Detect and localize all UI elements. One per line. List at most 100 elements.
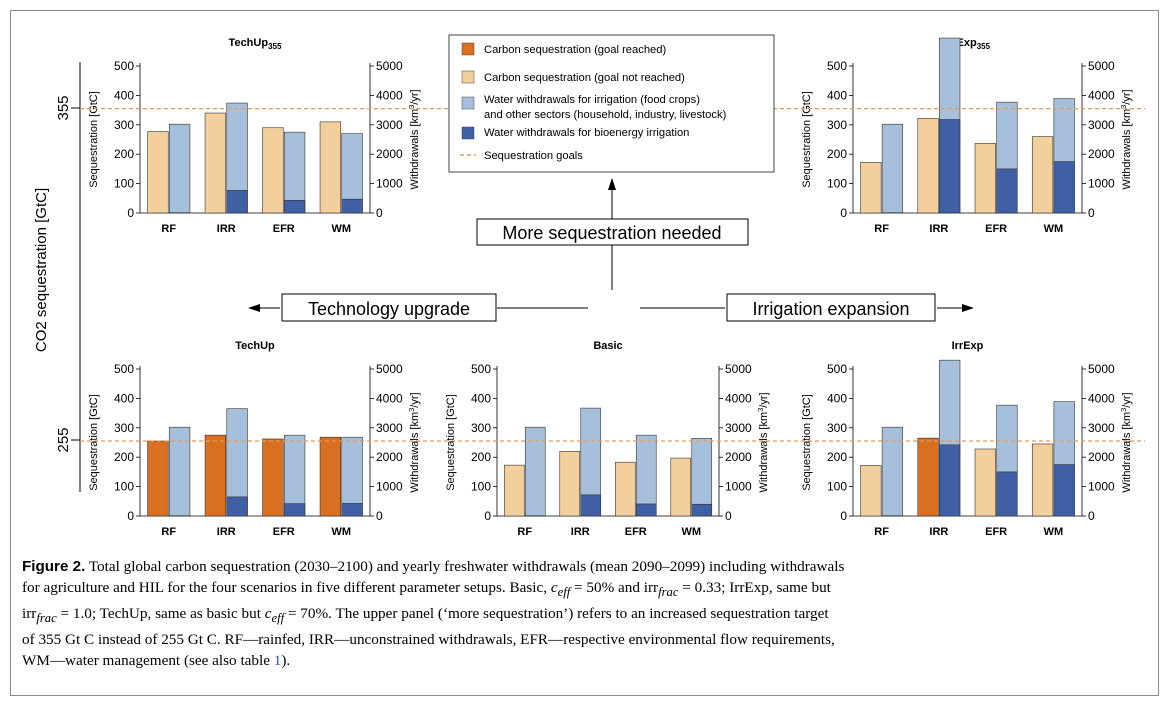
sequestration-bar	[503, 464, 525, 517]
sequestration-bar	[974, 448, 996, 517]
legend-label-goal-not-reached: Carbon sequestration (goal not reached)	[484, 72, 685, 84]
bioenergy-bar	[996, 471, 1018, 517]
right-tick-label: 4000	[1088, 88, 1115, 102]
sequestration-bar	[319, 436, 342, 517]
left-tick-label: 0	[127, 206, 134, 220]
right-tick-label: 5000	[376, 59, 403, 73]
right-tick-label: 4000	[376, 88, 403, 102]
left-tick-label: 100	[827, 480, 847, 494]
right-tick-label: 0	[376, 509, 383, 523]
category-label: EFR	[985, 223, 1007, 235]
right-tick-label: 5000	[1088, 362, 1115, 376]
panel-title: TechUp	[235, 340, 275, 352]
left-tick-label: 500	[114, 362, 134, 376]
caption-line-3b: = 1.0; TechUp, same as basic but	[56, 605, 265, 623]
legend-label-goal-line: Sequestration goals	[484, 150, 583, 162]
sequestration-bar	[860, 162, 882, 214]
left-tick-label: 400	[114, 88, 134, 102]
category-label: EFR	[273, 223, 295, 235]
right-tick-label: 4000	[725, 391, 752, 405]
panel-1: IrrExp3550100200300400500010002000300040…	[801, 37, 1133, 235]
caption-line-5b: ).	[281, 652, 291, 670]
panel-title: IrrExp	[952, 340, 984, 352]
caption-line-2c: = 0.33; IrrExp, same but	[678, 579, 831, 596]
category-label: EFR	[985, 526, 1007, 538]
right-tick-label: 0	[1088, 509, 1095, 523]
bioenergy-bar	[283, 200, 306, 214]
sequestration-bar	[1031, 136, 1054, 214]
caption-ceff-2: ceff	[264, 605, 285, 626]
sequestration-bar	[147, 131, 169, 214]
caption-table-link[interactable]: 1	[273, 652, 282, 670]
right-tick-label: 3000	[376, 118, 403, 132]
caption-ceff: ceff	[550, 579, 571, 600]
row-axis: 355 255 CO2 sequestration [GtC]	[33, 62, 81, 492]
right-tick-label: 3000	[1088, 421, 1115, 435]
left-tick-label: 500	[827, 362, 847, 376]
left-tick-label: 200	[114, 450, 134, 464]
left-tick-label: 0	[840, 509, 847, 523]
category-label: EFR	[625, 526, 647, 538]
right-tick-label: 4000	[1088, 391, 1115, 405]
legend-swatch-goal-not-reached	[461, 70, 475, 84]
row-axis-label: CO2 sequestration [GtC]	[33, 188, 50, 352]
category-label: WM	[1044, 526, 1064, 538]
panels: TechUp3550100200300400500010002000300040…	[80, 37, 1145, 538]
caption-line-5a: WM—water management (see also table	[22, 652, 274, 670]
left-tick-label: 100	[114, 177, 134, 191]
category-label: RF	[161, 223, 176, 235]
irrigation-expansion-label: Irrigation expansion	[752, 299, 909, 319]
legend-label-water: Water withdrawals for irrigation (food c…	[484, 94, 700, 106]
right-tick-label: 1000	[376, 480, 403, 494]
bioenergy-bar	[580, 494, 602, 517]
legend-label-goal-reached: Carbon sequestration (goal reached)	[484, 44, 666, 56]
technology-upgrade-label: Technology upgrade	[308, 299, 470, 319]
bioenergy-bar	[226, 190, 248, 214]
left-tick-label: 500	[471, 362, 491, 376]
right-axis-title: Withdrawals [km3/yr]	[407, 89, 421, 189]
withdrawal-bar	[881, 123, 904, 214]
category-label: EFR	[273, 526, 295, 538]
sequestration-bar	[614, 461, 636, 517]
sequestration-bar	[204, 112, 227, 214]
left-tick-label: 100	[114, 480, 134, 494]
caption-line-1: Total global carbon sequestration (2030–…	[85, 558, 845, 575]
category-label: RF	[517, 526, 532, 538]
right-axis-title: Withdrawals [km3/yr]	[407, 392, 421, 492]
left-tick-label: 200	[827, 450, 847, 464]
sequestration-bar	[147, 440, 169, 517]
left-tick-label: 200	[471, 450, 491, 464]
left-tick-label: 300	[827, 118, 847, 132]
right-tick-label: 5000	[376, 362, 403, 376]
legend-label-bioenergy: Water withdrawals for bioenergy irrigati…	[484, 127, 689, 139]
left-axis-title: Sequestration [GtC]	[88, 91, 100, 188]
panel-0: TechUp3550100200300400500010002000300040…	[88, 37, 421, 235]
sequestration-bar	[204, 434, 227, 517]
right-tick-label: 3000	[1088, 118, 1115, 132]
bioenergy-bar	[341, 198, 363, 214]
right-tick-label: 1000	[725, 480, 752, 494]
left-tick-label: 300	[471, 421, 491, 435]
right-tick-label: 1000	[1088, 480, 1115, 494]
right-tick-label: 5000	[1088, 59, 1115, 73]
bioenergy-bar	[226, 496, 248, 517]
sequestration-bar	[319, 121, 342, 214]
category-label: RF	[874, 526, 889, 538]
left-tick-label: 0	[840, 206, 847, 220]
left-tick-label: 200	[114, 147, 134, 161]
scenario-arrows	[248, 178, 974, 322]
left-axis-title: Sequestration [GtC]	[88, 394, 100, 491]
left-axis-title: Sequestration [GtC]	[801, 394, 813, 491]
right-tick-label: 2000	[725, 450, 752, 464]
legend: Carbon sequestration (goal reached) Carb…	[448, 34, 775, 173]
left-tick-label: 300	[114, 118, 134, 132]
bioenergy-bar	[1053, 464, 1075, 517]
right-tick-label: 2000	[1088, 450, 1115, 464]
right-tick-label: 5000	[725, 362, 752, 376]
right-axis-title: Withdrawals [km3/yr]	[1119, 89, 1133, 189]
category-label: RF	[161, 526, 176, 538]
caption-frac: frac	[658, 585, 679, 600]
category-label: IRR	[217, 526, 236, 538]
panel-3: Basic01002003004005000100020003000400050…	[445, 340, 770, 538]
left-tick-label: 500	[114, 59, 134, 73]
